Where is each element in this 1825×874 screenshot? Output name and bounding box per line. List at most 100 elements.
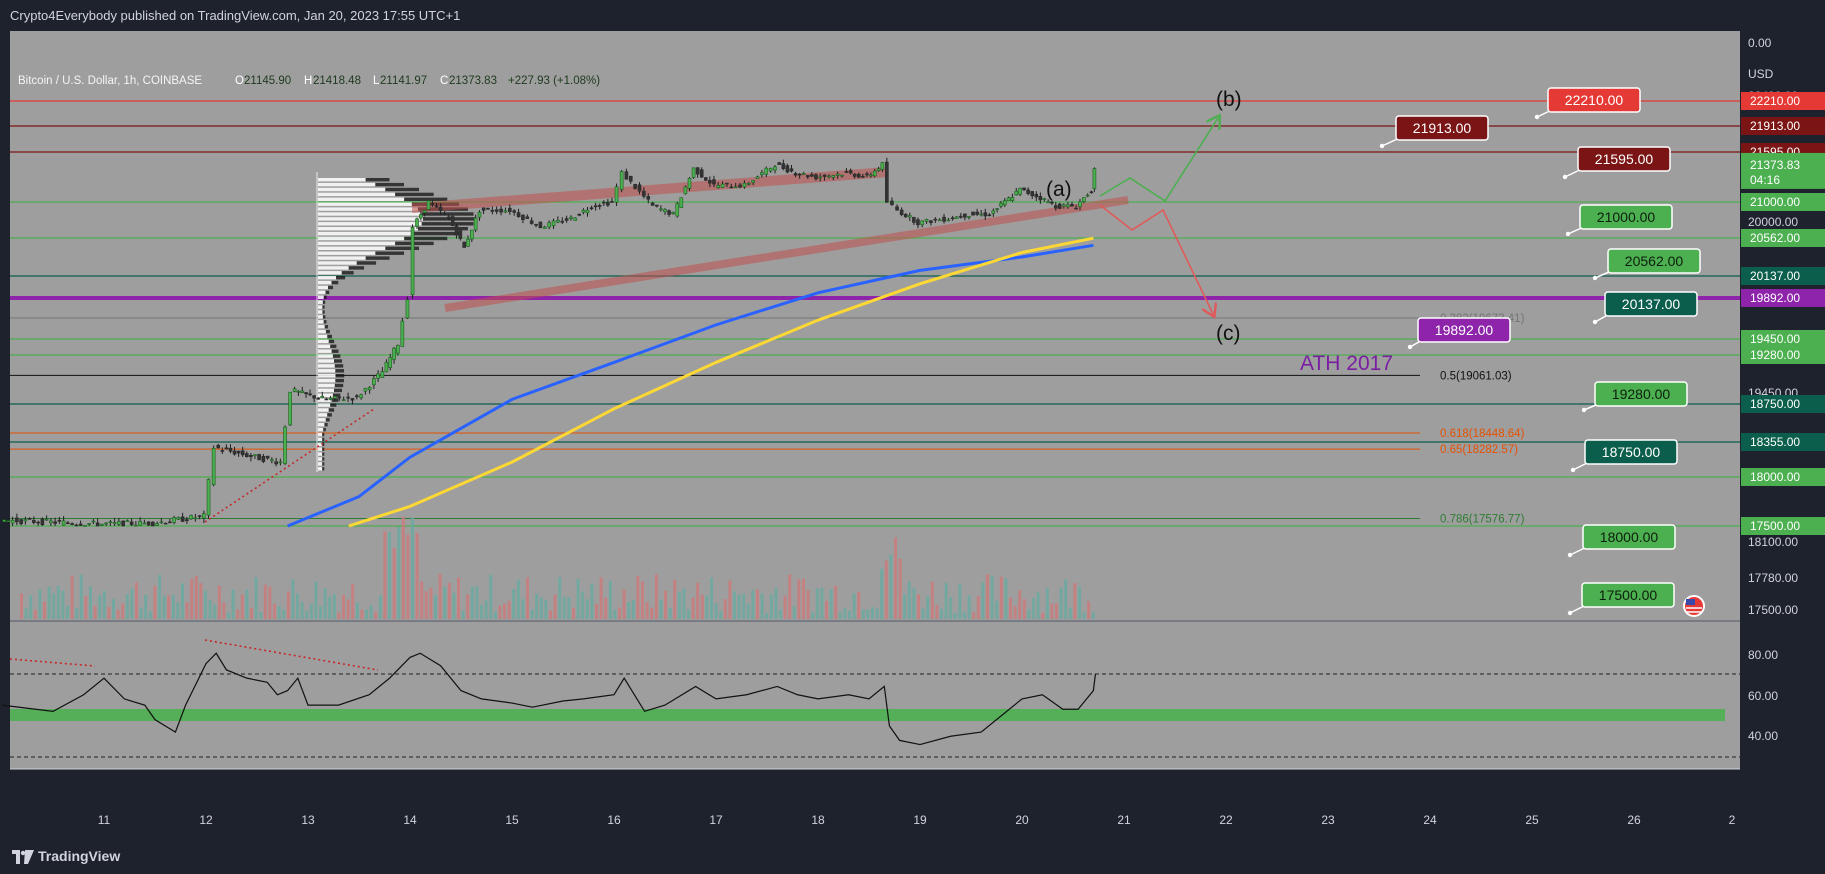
callout-box-5[interactable] <box>1604 291 1698 317</box>
volume-bar <box>98 595 102 619</box>
volume-bar <box>452 592 456 619</box>
volume-bar <box>894 537 897 619</box>
candle-body <box>946 219 951 222</box>
candle-body <box>57 519 62 522</box>
candle-body <box>822 174 827 177</box>
volume-bar <box>1082 612 1086 619</box>
volume-bar <box>857 591 861 619</box>
callout-box-6[interactable] <box>1417 317 1511 343</box>
volume-bar <box>369 605 373 619</box>
candle-body <box>278 461 283 464</box>
candle-body <box>880 162 885 170</box>
callout-box-8[interactable] <box>1584 439 1678 465</box>
candle-body <box>6 520 11 523</box>
candle-body <box>942 216 946 222</box>
price-series <box>2 157 1097 527</box>
candle-body <box>865 173 869 176</box>
candle-body <box>508 207 512 213</box>
candle-body <box>895 206 899 211</box>
volume-bar <box>737 594 741 619</box>
candle-body <box>534 224 538 226</box>
volume-profile-bar-dark <box>327 334 332 339</box>
volume-bar <box>342 594 345 619</box>
volume-bar <box>397 526 401 619</box>
candle-body <box>742 182 747 188</box>
volume-profile-bar-dark <box>330 403 337 407</box>
us-flag-icon[interactable] <box>1683 595 1705 617</box>
volume-profile-bar-dark <box>325 290 330 295</box>
candle-body <box>40 518 45 525</box>
volume-bar <box>475 585 479 619</box>
candle-body <box>400 320 405 347</box>
volume-bar <box>783 595 787 619</box>
rsi-axis[interactable]: 80.00 60.00 40.00 <box>1748 648 1778 743</box>
publish-header: Crypto4Everybody published on TradingVie… <box>0 0 1825 31</box>
volume-bar <box>158 574 161 619</box>
candle-body <box>712 179 716 185</box>
price-axis-level-tag-9 <box>1741 395 1825 413</box>
volume-bar <box>953 612 957 619</box>
candle-body <box>74 524 79 527</box>
candle-body <box>337 396 342 399</box>
volume-bar <box>668 608 672 619</box>
candle-body <box>593 205 598 208</box>
callout-box-1[interactable] <box>1395 115 1489 141</box>
callout-box-2[interactable] <box>1577 146 1671 172</box>
volume-bar <box>337 612 341 619</box>
candle-body <box>924 218 929 222</box>
candle-body <box>1057 203 1062 209</box>
candle-body <box>805 175 810 178</box>
candle-body <box>442 213 447 216</box>
volume-bar <box>907 581 911 619</box>
volume-bar <box>880 568 884 619</box>
symbol-legend[interactable]: Bitcoin / U.S. Dollar, 1h, COINBASE O 21… <box>18 75 600 87</box>
candle-body <box>396 344 400 354</box>
volume-bar <box>240 594 244 619</box>
candle-body <box>228 447 233 452</box>
price-axis-level-label-0: 22210.00 <box>1750 94 1800 108</box>
price-axis-level-label-5: 20137.00 <box>1750 269 1800 283</box>
fib-label-4: 0.786(17576.77) <box>1440 513 1525 525</box>
callout-label-0: 22210.00 <box>1565 92 1624 108</box>
callout-box-0[interactable] <box>1547 87 1641 113</box>
candle-body <box>785 165 790 173</box>
callout-box-7[interactable] <box>1594 381 1688 407</box>
legend-change: +227.93 (+1.08%) <box>508 75 600 87</box>
rsi-pane-background <box>10 622 1740 769</box>
callout-box-10[interactable] <box>1581 582 1675 608</box>
candle-body <box>1078 201 1082 208</box>
candle-body <box>1050 201 1054 204</box>
volume-bar <box>765 612 769 619</box>
candle-body <box>363 388 368 392</box>
callout-anchor-9 <box>1567 552 1573 558</box>
candle-body <box>1038 195 1043 201</box>
time-axis[interactable]: 11 12 13 14 15 16 17 18 19 20 21 22 23 24 25 26 2 <box>98 813 1736 827</box>
candle-body <box>324 398 329 401</box>
volume-bar <box>756 589 759 619</box>
tradingview-logo[interactable]: TradingView <box>12 848 120 865</box>
volume-bar <box>273 603 276 619</box>
candle-body <box>650 202 655 206</box>
volume-bar <box>843 608 847 619</box>
candle-body <box>104 522 108 525</box>
candle-body <box>172 517 176 523</box>
legend-low: 21141.97 <box>380 75 427 87</box>
candle-body <box>503 210 508 213</box>
candle-body <box>885 161 889 203</box>
volume-bar <box>47 586 51 619</box>
volume-profile-bar <box>318 423 325 427</box>
callout-box-9[interactable] <box>1582 524 1676 550</box>
price-axis[interactable]: 0.00USD22400.0020000.0019800.0019450.001… <box>1741 36 1825 617</box>
price-axis-level-label-8: 19280.00 <box>1750 348 1800 362</box>
callout-box-3[interactable] <box>1579 204 1673 230</box>
volume-bar <box>346 599 350 619</box>
volume-bar <box>420 581 424 619</box>
callout-anchor-3 <box>1565 231 1571 237</box>
candle-body <box>125 520 130 523</box>
volume-profile-bar-dark <box>322 300 326 304</box>
candle-body <box>773 166 777 171</box>
candle-body <box>274 461 278 465</box>
volume-profile-bar <box>318 271 342 275</box>
callout-box-4[interactable] <box>1607 248 1701 274</box>
